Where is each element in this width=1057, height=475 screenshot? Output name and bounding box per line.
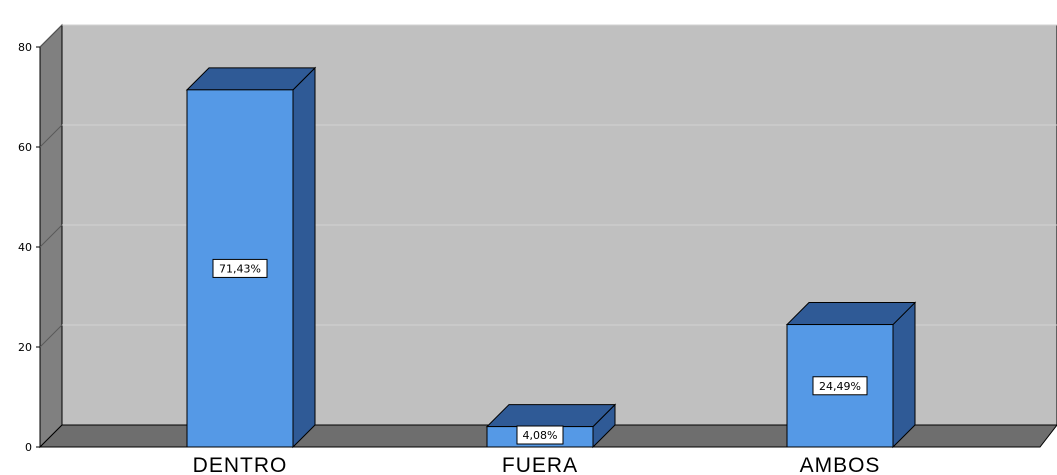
data-label-box bbox=[812, 376, 868, 396]
gridline-wall bbox=[39, 124, 63, 148]
x-category-label: DENTRO bbox=[193, 454, 288, 475]
data-label-box bbox=[212, 258, 268, 278]
data-label-box bbox=[516, 425, 564, 445]
bar-top bbox=[185, 67, 317, 91]
bar-top bbox=[785, 302, 917, 326]
data-label-text: 71,43% bbox=[219, 262, 261, 275]
bar-ambos: 24,49% bbox=[785, 301, 917, 449]
y-axis-ticks: 0 20 40 60 80 bbox=[18, 41, 40, 454]
data-label: 24,49% bbox=[812, 376, 868, 396]
bars: 71,43% 4,08% 24,49% bbox=[185, 66, 917, 449]
gridline-wall bbox=[39, 324, 63, 348]
data-label: 4,08% bbox=[516, 425, 564, 445]
y-tick-label: 80 bbox=[18, 41, 32, 54]
gridline-wall bbox=[39, 224, 63, 248]
y-tick-label: 0 bbox=[25, 441, 32, 454]
x-axis-labels: DENTRO FUERA AMBOS bbox=[193, 454, 881, 475]
y-tick-label: 20 bbox=[18, 341, 32, 354]
x-category-label: FUERA bbox=[502, 454, 578, 475]
x-category-label: AMBOS bbox=[800, 454, 881, 475]
bar-dentro: 71,43% bbox=[185, 66, 317, 449]
data-label: 71,43% bbox=[212, 258, 268, 278]
data-label-text: 4,08% bbox=[523, 429, 558, 442]
bar-fuera: 4,08% bbox=[485, 403, 617, 449]
bar-side bbox=[892, 301, 916, 449]
y-tick-label: 60 bbox=[18, 141, 32, 154]
gridline-wall bbox=[39, 24, 63, 48]
y-tick-label: 40 bbox=[18, 241, 32, 254]
data-label-text: 24,49% bbox=[819, 380, 861, 393]
bar-top bbox=[485, 404, 617, 428]
bar-side bbox=[292, 66, 316, 449]
